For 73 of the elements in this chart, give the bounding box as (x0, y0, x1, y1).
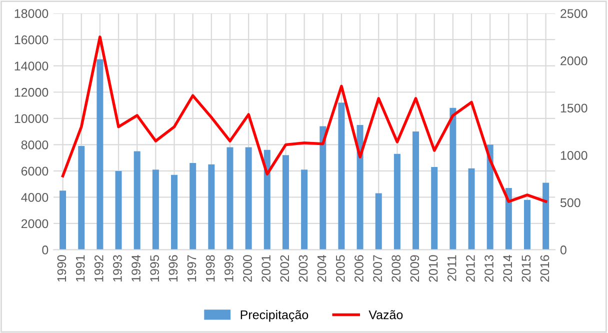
y-tick-label: 12000 (14, 88, 48, 97)
x-tick-label: 2011 (447, 255, 456, 281)
bar (524, 200, 530, 250)
y2-tick-label: 1500 (560, 104, 588, 113)
x-tick-label: 2006 (354, 255, 364, 282)
x-tick-label: 2010 (428, 255, 438, 282)
y-tick-label: 4000 (21, 193, 48, 202)
bar (152, 170, 159, 250)
x-tick-label: 2014 (503, 254, 512, 282)
x-tick-label: 1997 (187, 255, 196, 282)
y2-tick-label: 2000 (560, 56, 588, 66)
x-tick-label: 2012 (466, 255, 475, 282)
bar (412, 132, 420, 250)
bar (394, 154, 400, 250)
y-tick-label: 16000 (14, 35, 48, 44)
x-tick-label: 1996 (168, 255, 178, 282)
x-tick-label: 1995 (150, 255, 160, 282)
x-tick-label: 2008 (392, 255, 401, 282)
y2-tick-label: 1000 (560, 150, 588, 160)
bar (320, 126, 326, 250)
bar (542, 182, 550, 250)
line-series (61, 36, 548, 203)
x-tick-label: 1990 (57, 255, 66, 282)
x-tick-label: 2003 (298, 255, 308, 282)
bar (190, 163, 196, 250)
bar (505, 188, 512, 250)
y2-tick-label: 500 (560, 198, 580, 208)
bar (468, 168, 475, 250)
x-tick-label: 1994 (132, 254, 140, 282)
y-tick-label: 0 (42, 246, 48, 254)
bar (431, 167, 438, 250)
bar (282, 155, 289, 250)
y-tick-label: 10000 (14, 114, 48, 124)
x-tick-label: 2013 (484, 255, 494, 282)
bar (375, 193, 382, 250)
x-tick-label: 1991 (76, 255, 85, 282)
y-tick-label: 8000 (21, 140, 48, 150)
x-tick-label: 2001 (262, 255, 271, 282)
y-tick-label: 6000 (21, 166, 48, 176)
x-tick-label: 2016 (540, 255, 550, 282)
legend-label: Vazão (368, 310, 403, 320)
x-tick-label: 1999 (224, 255, 234, 282)
bar (301, 170, 308, 250)
x-tick-label: 1998 (206, 255, 215, 282)
bar (338, 102, 345, 250)
y2-tick-label: 0 (560, 246, 566, 254)
bar (208, 164, 215, 250)
y-tick-label: 2000 (21, 219, 48, 228)
x-tick-label: 2007 (373, 255, 382, 282)
y-tick-label: 18000 (14, 9, 48, 18)
bar (78, 146, 85, 250)
x-tick-label: 2009 (410, 255, 420, 282)
x-tick-label: 2002 (280, 255, 290, 282)
x-tick-label: 2015 (522, 255, 531, 282)
bar (245, 147, 252, 250)
x-tick-label: 2005 (336, 255, 345, 282)
legend-label: Precipitação (240, 310, 308, 322)
y-tick-label: 14000 (14, 62, 48, 71)
x-tick-label: 1992 (94, 255, 104, 282)
bar (264, 150, 270, 250)
bar (226, 147, 234, 250)
x-tick-label: 2004 (317, 254, 326, 282)
x-tick-label: 2000 (243, 255, 252, 282)
bar (171, 174, 178, 250)
bar (60, 190, 66, 250)
bar (356, 124, 364, 250)
bar (96, 59, 104, 250)
bar (134, 151, 140, 250)
bar (115, 170, 122, 250)
bar (486, 144, 494, 250)
y2-tick-label: 2500 (560, 9, 588, 18)
bar (450, 108, 456, 250)
x-tick-label: 1993 (113, 255, 122, 282)
